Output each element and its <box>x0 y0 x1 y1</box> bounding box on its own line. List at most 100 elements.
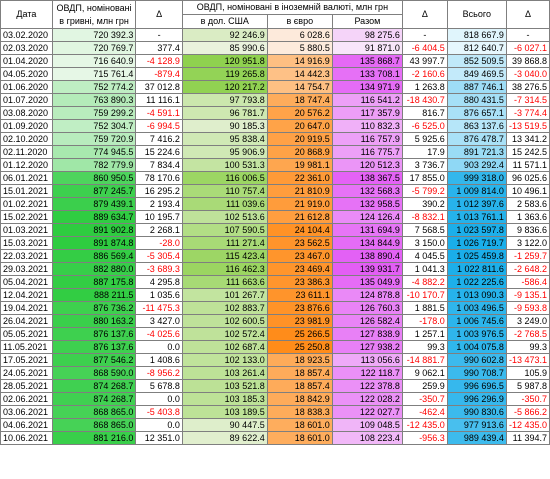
cell-usd[interactable]: 103 189.5 <box>181 405 268 419</box>
cell-delta-fx[interactable]: -14 881.7 <box>401 353 448 367</box>
cell-date[interactable]: 22.03.2021 <box>0 249 53 263</box>
cell-delta-total[interactable]: -3 774.4 <box>505 106 550 120</box>
cell-delta-uah[interactable]: 1 035.6 <box>135 288 183 302</box>
cell-delta-total[interactable]: -7 314.5 <box>505 93 550 107</box>
cell-delta-total[interactable]: 38 276.5 <box>505 80 550 94</box>
cell-delta-uah[interactable]: 4 295.8 <box>135 275 183 289</box>
cell-delta-fx[interactable]: 3 150.0 <box>401 236 448 250</box>
cell-date[interactable]: 15.01.2021 <box>0 184 53 198</box>
cell-eur[interactable]: 23 469.4 <box>266 262 333 276</box>
cell-usd[interactable]: 116 006.5 <box>181 171 268 185</box>
cell-usd[interactable]: 92 246.9 <box>181 28 268 42</box>
cell-eur[interactable]: 6 028.6 <box>266 28 333 42</box>
cell-eur[interactable]: 23 876.6 <box>266 301 333 315</box>
cell-eur[interactable]: 18 857.4 <box>266 366 333 380</box>
cell-eur[interactable]: 18 838.3 <box>266 405 333 419</box>
cell-delta-fx[interactable]: -178.0 <box>401 314 448 328</box>
cell-date[interactable]: 02.11.2020 <box>0 145 53 159</box>
cell-ovdp-uah[interactable]: 868 865.0 <box>51 405 137 419</box>
cell-usd[interactable]: 119 265.8 <box>181 67 268 81</box>
header-eur[interactable]: в євро <box>266 14 333 29</box>
cell-delta-uah[interactable]: -4 591.1 <box>135 106 183 120</box>
cell-sum[interactable]: 91 871.0 <box>331 41 403 55</box>
cell-delta-fx[interactable]: 99.3 <box>401 340 448 354</box>
cell-total[interactable]: 1 004 075.8 <box>446 340 507 354</box>
cell-eur[interactable]: 18 923.5 <box>266 353 333 367</box>
cell-eur[interactable]: 19 981.1 <box>266 158 333 172</box>
cell-ovdp-uah[interactable]: 774 945.5 <box>51 145 137 159</box>
cell-delta-fx[interactable]: -10 170.7 <box>401 288 448 302</box>
cell-date[interactable]: 28.05.2021 <box>0 379 53 393</box>
cell-ovdp-uah[interactable]: 759 720.9 <box>51 132 137 146</box>
cell-delta-uah[interactable]: -5 305.4 <box>135 249 183 263</box>
cell-total[interactable]: 977 913.6 <box>446 418 507 432</box>
cell-eur[interactable]: 5 880.5 <box>266 41 333 55</box>
cell-ovdp-uah[interactable]: 877 245.7 <box>51 184 137 198</box>
cell-delta-uah[interactable]: -28.0 <box>135 236 183 250</box>
cell-delta-total[interactable]: -9 593.8 <box>505 301 550 315</box>
cell-total[interactable]: 990 708.7 <box>446 366 507 380</box>
cell-delta-total[interactable]: -12 435.0 <box>505 418 550 432</box>
cell-eur[interactable]: 24 104.4 <box>266 223 333 237</box>
cell-delta-total[interactable]: -2 768.5 <box>505 327 550 341</box>
cell-date[interactable]: 17.05.2021 <box>0 353 53 367</box>
cell-total[interactable]: 903 292.4 <box>446 158 507 172</box>
cell-ovdp-uah[interactable]: 889 634.7 <box>51 210 137 224</box>
cell-sum[interactable]: 134 844.9 <box>331 236 403 250</box>
cell-sum[interactable]: 134 971.9 <box>331 80 403 94</box>
cell-delta-total[interactable]: 5 987.8 <box>505 379 550 393</box>
cell-delta-uah[interactable]: -8 956.2 <box>135 366 183 380</box>
cell-delta-uah[interactable]: 10 195.7 <box>135 210 183 224</box>
cell-eur[interactable]: 20 868.9 <box>266 145 333 159</box>
cell-eur[interactable]: 14 754.7 <box>266 80 333 94</box>
cell-delta-fx[interactable]: 1 263.8 <box>401 80 448 94</box>
cell-total[interactable]: 1 013 090.3 <box>446 288 507 302</box>
cell-eur[interactable]: 18 857.4 <box>266 379 333 393</box>
cell-total[interactable]: 1 025 459.8 <box>446 249 507 263</box>
cell-sum[interactable]: 116 541.2 <box>331 93 403 107</box>
cell-delta-uah[interactable]: -6 994.5 <box>135 119 183 133</box>
cell-delta-fx[interactable]: -6 404.5 <box>401 41 448 55</box>
cell-delta-uah[interactable]: -879.4 <box>135 67 183 81</box>
cell-total[interactable]: 990 830.6 <box>446 405 507 419</box>
cell-delta-fx[interactable]: 4 045.5 <box>401 249 448 263</box>
cell-total[interactable]: 999 318.0 <box>446 171 507 185</box>
cell-delta-total[interactable]: 11 571.1 <box>505 158 550 172</box>
cell-delta-fx[interactable]: 9 062.1 <box>401 366 448 380</box>
cell-date[interactable]: 01.03.2021 <box>0 223 53 237</box>
cell-delta-fx[interactable]: 3 736.7 <box>401 158 448 172</box>
cell-delta-fx[interactable]: 1 881.5 <box>401 301 448 315</box>
cell-usd[interactable]: 101 267.7 <box>181 288 268 302</box>
cell-delta-total[interactable]: 3 122.0 <box>505 236 550 250</box>
cell-date[interactable]: 03.08.2020 <box>0 106 53 120</box>
cell-ovdp-uah[interactable]: 886 569.4 <box>51 249 137 263</box>
cell-date[interactable]: 05.05.2021 <box>0 327 53 341</box>
cell-delta-total[interactable]: -3 040.0 <box>505 67 550 81</box>
cell-delta-uah[interactable]: 11 116.1 <box>135 93 183 107</box>
cell-delta-uah[interactable]: 5 678.8 <box>135 379 183 393</box>
cell-delta-fx[interactable]: -956.3 <box>401 431 448 445</box>
cell-usd[interactable]: 102 883.7 <box>181 301 268 315</box>
header-ovdp-fx[interactable]: ОВДП, номіновані в іноземній валюті, млн… <box>181 0 403 15</box>
cell-delta-fx[interactable]: 259.9 <box>401 379 448 393</box>
cell-delta-total[interactable]: -1 259.7 <box>505 249 550 263</box>
cell-ovdp-uah[interactable]: 716 640.9 <box>51 54 137 68</box>
cell-total[interactable]: 1 009 814.0 <box>446 184 507 198</box>
cell-sum[interactable]: 127 838.9 <box>331 327 403 341</box>
cell-delta-uah[interactable]: 0.0 <box>135 418 183 432</box>
cell-eur[interactable]: 23 562.5 <box>266 236 333 250</box>
cell-ovdp-uah[interactable]: 720 392.3 <box>51 28 137 42</box>
cell-delta-fx[interactable]: 1 257.1 <box>401 327 448 341</box>
cell-sum[interactable]: 98 275.6 <box>331 28 403 42</box>
cell-sum[interactable]: 110 832.3 <box>331 119 403 133</box>
cell-total[interactable]: 996 696.5 <box>446 379 507 393</box>
header-total[interactable]: Всього <box>446 0 507 29</box>
cell-ovdp-uah[interactable]: 868 865.0 <box>51 418 137 432</box>
cell-delta-uah[interactable]: 0.0 <box>135 392 183 406</box>
cell-usd[interactable]: 89 622.4 <box>181 431 268 445</box>
cell-date[interactable]: 26.04.2021 <box>0 314 53 328</box>
cell-sum[interactable]: 135 868.7 <box>331 54 403 68</box>
cell-total[interactable]: 863 137.6 <box>446 119 507 133</box>
cell-eur[interactable]: 23 611.1 <box>266 288 333 302</box>
cell-ovdp-uah[interactable]: 882 880.0 <box>51 262 137 276</box>
